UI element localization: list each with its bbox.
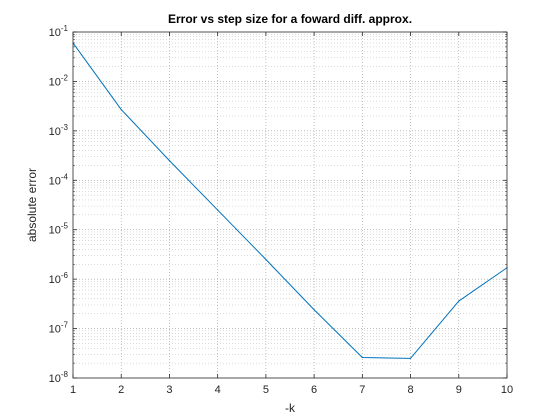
plot-area-background: [73, 32, 507, 378]
y-tick-label: 10-6: [49, 271, 69, 286]
y-tick-label: 10-3: [49, 123, 69, 138]
data-point: [409, 357, 412, 359]
y-tick-label: 10-4: [49, 172, 69, 187]
y-tick-label: 10-7: [49, 321, 69, 336]
y-tick-label: 10-5: [49, 222, 69, 237]
y-tick-label: 10-8: [49, 370, 69, 385]
error-series-line: [72, 42, 508, 359]
x-tick-label: 3: [166, 384, 172, 396]
x-tick-label: 5: [263, 384, 269, 396]
chart-title: Error vs step size for a foward diff. ap…: [168, 12, 412, 26]
x-tick-label: 2: [118, 384, 124, 396]
grid-lines: [73, 32, 507, 378]
x-tick-label: 7: [359, 384, 365, 396]
data-point: [120, 108, 122, 111]
x-tick-label: 1: [70, 384, 76, 396]
data-point: [265, 258, 267, 261]
axis-ticks: [72, 31, 508, 379]
data-point: [217, 209, 219, 211]
data-point: [168, 160, 171, 162]
x-axis-label: -k: [285, 401, 296, 415]
y-axis-label: absolute error: [25, 168, 39, 242]
x-tick-label: 4: [215, 384, 221, 396]
x-tick-label: 6: [311, 384, 317, 396]
data-point: [458, 300, 460, 302]
data-point: [361, 356, 363, 359]
x-tick-label: 10: [501, 384, 513, 396]
data-point: [313, 309, 315, 311]
x-tick-label: 9: [456, 384, 462, 396]
data-series: [72, 42, 508, 359]
y-tick-label: 10-2: [49, 73, 69, 88]
x-tick-label: 8: [407, 384, 413, 396]
plot-area-box: [72, 31, 508, 379]
x-tick-labels: 1 2 3 4 5 6 7 8 9 10: [70, 384, 513, 396]
y-tick-labels: 10-8 10-7 10-6 10-5 10-4 10-3 10-2 10-1: [49, 24, 69, 385]
y-tick-label: 10-1: [49, 24, 69, 39]
